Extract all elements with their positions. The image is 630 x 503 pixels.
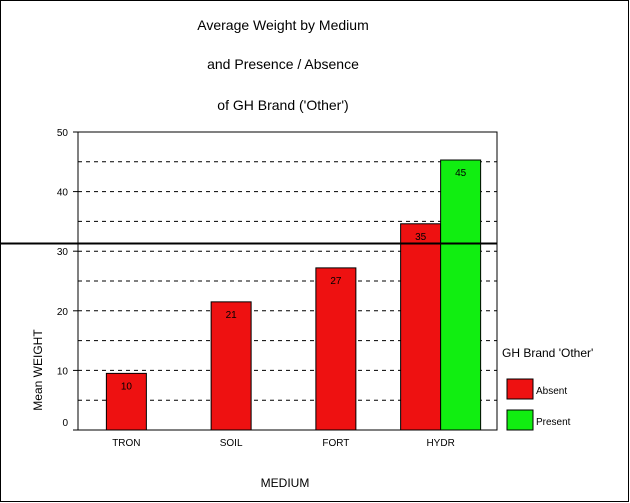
bar-tron-absent [105, 372, 147, 431]
gridlines [78, 161, 497, 401]
legend-label-present: Present [536, 417, 571, 428]
axes [73, 131, 498, 431]
y-tick-label-40: 40 [57, 188, 69, 199]
y-tick-label-30: 30 [57, 247, 69, 258]
bar-fort-absent [315, 267, 357, 431]
y-tick-label-20: 20 [57, 307, 69, 318]
x-category-label-tron: TRON [112, 438, 140, 449]
legend-label-absent: Absent [536, 386, 567, 397]
x-category-label-hydr: HYDR [426, 438, 454, 449]
x-axis-title: MEDIUM [261, 476, 310, 490]
legend-title: GH Brand 'Other' [502, 346, 593, 360]
y-axis-title: Mean WEIGHT [31, 329, 45, 411]
chart-title-line-1: Average Weight by Medium [197, 17, 368, 33]
bar-label-fort-absent: 27 [330, 276, 342, 287]
bar-hydr-present [440, 159, 482, 431]
bar-hydr-absent [400, 223, 442, 431]
chart-title-line-2: and Presence / Absence [207, 56, 359, 72]
y-tick-labels: 0 10 20 30 40 50 [57, 128, 69, 429]
bar-soil-absent [210, 301, 252, 431]
bar-label-hydr-present: 45 [455, 168, 467, 179]
bar-label-hydr-absent: 35 [415, 232, 427, 243]
y-tick-label-0: 0 [62, 418, 68, 429]
legend: GH Brand 'Other' Absent Present [502, 346, 593, 431]
bar-labels: 10 21 27 35 45 [121, 168, 467, 392]
x-category-label-fort: FORT [322, 438, 349, 449]
bar-label-soil-absent: 21 [226, 310, 238, 321]
bar-label-tron-absent: 10 [121, 381, 133, 392]
legend-swatch-absent [506, 378, 534, 400]
x-category-label-soil: SOIL [220, 438, 243, 449]
x-category-labels: TRON SOIL FORT HYDR [112, 438, 455, 449]
chart-title-line-3: of GH Brand ('Other') [217, 97, 348, 113]
plot-area-border [77, 131, 498, 431]
legend-swatch-present [506, 409, 534, 431]
y-tick-label-10: 10 [57, 366, 69, 377]
y-tick-label-50: 50 [57, 128, 69, 139]
bars [105, 159, 482, 431]
